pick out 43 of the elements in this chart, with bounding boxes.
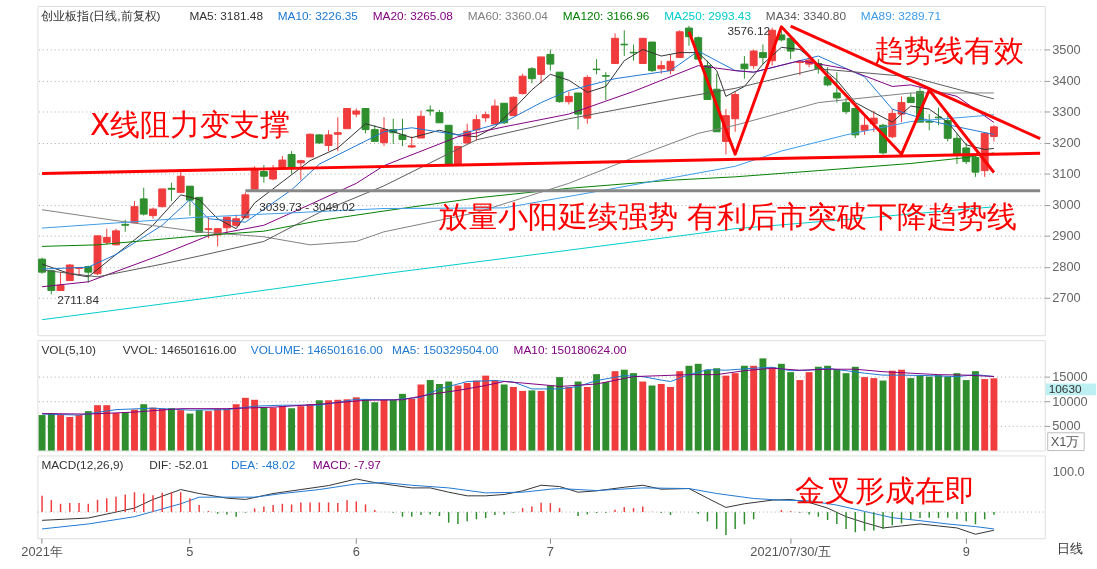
chart-title: 创业板指(日线,前复权) — [41, 8, 161, 23]
annotation: 2711.84 — [57, 292, 100, 307]
y-tick-label: 3500 — [1052, 41, 1081, 57]
annotation: 趋势线有效 — [874, 34, 1025, 69]
series-label: DEA: -48.02 — [230, 458, 296, 473]
x-tick-label: 9 — [962, 543, 970, 559]
text: MACD: -7.97 — [312, 458, 381, 473]
text: MA60: 3360.04 — [467, 8, 549, 23]
series-label: MA5: 150329504.00 — [392, 342, 499, 357]
chart-title: MACD(12,26,9) — [41, 458, 124, 473]
text: MA5: 3181.48 — [189, 8, 264, 23]
y-tick-label: 3100 — [1052, 166, 1081, 182]
text: MA34: 3340.80 — [765, 8, 847, 23]
annotation: 3576.12 — [727, 23, 771, 38]
annotation: X线阻力变支撑 — [90, 108, 291, 143]
text: MA10: 3226.35 — [277, 8, 359, 23]
y-tick-label: 3000 — [1052, 197, 1081, 213]
text: 日线 — [1057, 541, 1084, 557]
y-axis-title: X1万 — [1050, 433, 1080, 449]
y-tick-label: 5000 — [1052, 418, 1081, 434]
y-tick-label: 2700 — [1052, 290, 1081, 306]
text: MA89: 3289.71 — [860, 8, 941, 23]
text: 100.0 — [1052, 464, 1085, 480]
y-tick-label: 3300 — [1052, 104, 1081, 120]
y-tick-label: 3200 — [1052, 135, 1081, 151]
annotation: 金叉形成在即 — [795, 473, 976, 508]
text: MA120: 3166.96 — [562, 8, 650, 23]
y-tick-label: 15000 — [1052, 369, 1088, 385]
x-tick-label: 2021年 — [21, 543, 63, 559]
y-tick-label: 3400 — [1052, 72, 1081, 88]
series-label: MA10: 150180624.00 — [513, 342, 627, 357]
chart-title: VOL(5,10) — [41, 342, 96, 357]
x-tick-label: 7 — [546, 543, 554, 559]
x-tick-label: 2021/07/30/五 — [750, 543, 831, 559]
y-tick-label: 2800 — [1052, 259, 1081, 275]
text: MA20: 3265.08 — [372, 8, 454, 23]
y-tick-label: 2900 — [1052, 228, 1081, 244]
x-tick-label: 6 — [352, 543, 360, 559]
x-tick-label: 5 — [186, 543, 194, 559]
text: MA250: 2993.43 — [664, 8, 752, 23]
annotation: VOLUME: 146501616.00 — [250, 342, 384, 357]
annotation: VVOL: 146501616.00 — [122, 342, 237, 357]
series-label: DIF: -52.01 — [149, 458, 209, 473]
